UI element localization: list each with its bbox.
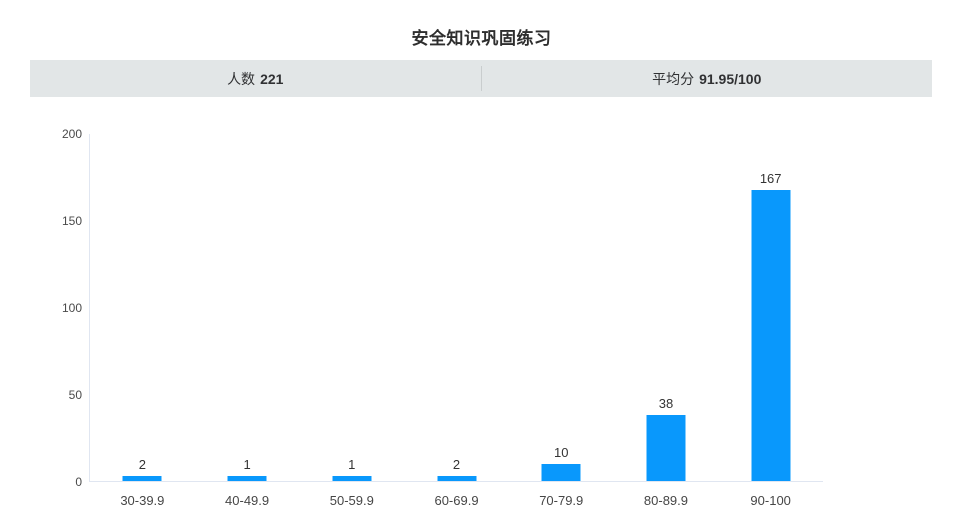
bar-value-label: 1 bbox=[243, 457, 251, 472]
bar[interactable] bbox=[332, 476, 372, 481]
bar-slot: 2 30-39.9 bbox=[90, 134, 195, 508]
bar-value-label: 10 bbox=[554, 444, 569, 460]
plot-area: 2 30-39.9 1 40-49.9 1 50-59.9 2 60-69.9 10 70-79.… bbox=[89, 134, 823, 508]
x-axis-label: 50-59.9 bbox=[329, 493, 374, 508]
bar-slot: 2 60-69.9 bbox=[404, 134, 509, 508]
bar[interactable] bbox=[646, 414, 686, 481]
page-title: 安全知识巩固练习 bbox=[411, 29, 552, 48]
bar-slot: 1 40-49.9 bbox=[195, 134, 300, 508]
y-axis-tick-label: 50 bbox=[68, 388, 82, 402]
bar[interactable] bbox=[227, 476, 267, 481]
stat-average-score: 平均分 91.95/100 bbox=[482, 60, 933, 97]
x-axis-label: 30-39.9 bbox=[120, 493, 165, 508]
bar-value-label: 2 bbox=[138, 457, 146, 472]
average-score-label: 平均分 bbox=[652, 70, 695, 87]
bar-slot: 10 70-79.9 bbox=[509, 134, 614, 508]
x-axis-label: 70-79.9 bbox=[539, 493, 584, 508]
y-axis-tick-label: 0 bbox=[75, 475, 82, 489]
bar[interactable] bbox=[122, 476, 162, 481]
bar-slot: 167 90-100 bbox=[718, 134, 823, 508]
bar-value-label: 167 bbox=[759, 171, 782, 187]
y-axis-tick-label: 200 bbox=[61, 127, 82, 141]
bar-value-label: 1 bbox=[348, 457, 356, 472]
average-score-value: 91.95/100 bbox=[699, 70, 762, 87]
stats-bar: 人数 221 平均分 91.95/100 bbox=[30, 60, 932, 97]
x-axis-label: 90-100 bbox=[750, 493, 791, 508]
participant-count-value: 221 bbox=[260, 70, 284, 87]
participant-count-label: 人数 bbox=[227, 70, 256, 87]
x-axis-label: 60-69.9 bbox=[434, 493, 479, 508]
bar[interactable] bbox=[541, 463, 581, 481]
x-axis-label: 80-89.9 bbox=[643, 493, 688, 508]
y-axis-tick-label: 150 bbox=[61, 214, 82, 228]
y-axis-tick-label: 100 bbox=[61, 301, 82, 315]
x-axis-label: 40-49.9 bbox=[225, 493, 270, 508]
bar[interactable] bbox=[437, 476, 477, 481]
y-axis: 0 50 100 150 200 bbox=[30, 127, 82, 489]
stats-divider bbox=[480, 66, 482, 91]
bar[interactable] bbox=[751, 190, 791, 481]
stat-participant-count: 人数 221 bbox=[30, 60, 481, 97]
bar-slot: 1 50-59.9 bbox=[299, 134, 404, 508]
bar-value-label: 2 bbox=[452, 457, 461, 472]
bar-slot: 38 80-89.9 bbox=[614, 134, 719, 508]
bar-value-label: 38 bbox=[658, 395, 674, 411]
